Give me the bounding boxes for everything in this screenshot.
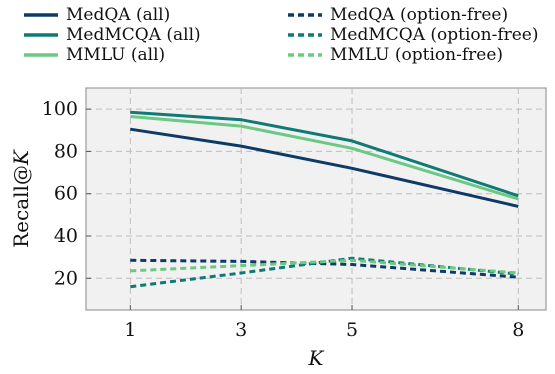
x-tick-label: 8 <box>512 319 524 341</box>
y-tick-label: 80 <box>54 140 78 162</box>
y-axis-ticks: 20 40 60 80 100 <box>42 98 91 289</box>
x-axis-label: K <box>308 346 325 370</box>
legend-label-medqa-option-free: MedQA (option-free) <box>330 5 508 25</box>
plot-area <box>85 87 547 311</box>
legend-label-mmlu-option-free: MMLU (option-free) <box>330 45 503 65</box>
legend: MedQA (all)MedMCQA (all)MMLU (all) MedQA … <box>24 5 539 65</box>
series-line-medqa-option-free <box>130 258 519 279</box>
y-axis-label-var: K <box>9 149 33 166</box>
legend-label-medmcqa-all: MedMCQA (all) <box>66 25 201 45</box>
y-tick-label: 60 <box>54 183 78 205</box>
series-line-mmlu-option-free <box>130 258 519 275</box>
y-axis-label-text: Recall@ <box>9 165 33 248</box>
x-axis-ticks: 1 3 5 8 <box>124 305 524 341</box>
series-lines <box>130 110 519 289</box>
legend-label-medmcqa-option-free: MedMCQA (option-free) <box>330 25 539 45</box>
y-tick-label: 100 <box>42 98 78 120</box>
series-line-medqa-all <box>130 127 519 208</box>
series-line-medmcqa-option-free <box>130 256 519 289</box>
x-tick-label: 5 <box>346 319 358 341</box>
x-tick-label: 1 <box>124 319 136 341</box>
legend-label-medqa-all: MedQA (all) <box>66 5 170 25</box>
y-tick-label: 40 <box>54 225 78 247</box>
y-axis-label: Recall@K <box>9 149 33 248</box>
x-tick-label: 3 <box>235 319 247 341</box>
series-line-mmlu-all <box>130 115 519 201</box>
legend-label-mmlu-all: MMLU (all) <box>66 45 165 65</box>
series-line-medmcqa-all <box>130 110 519 198</box>
y-tick-label: 20 <box>54 267 78 289</box>
